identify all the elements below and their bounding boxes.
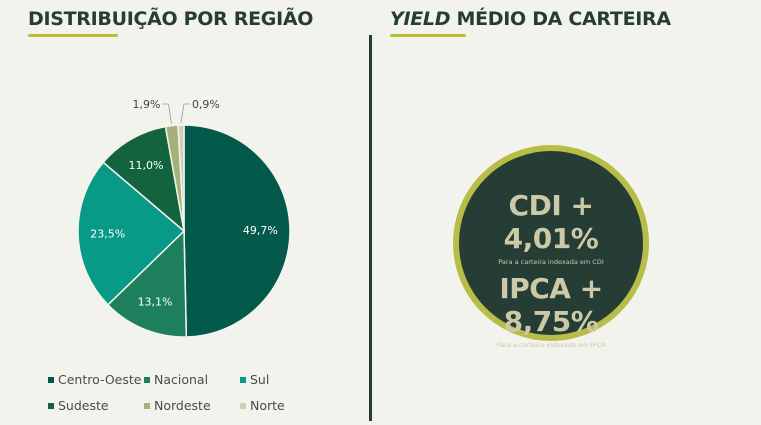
pie-slice-sudeste (102, 125, 186, 233)
pie-slice-nacional (106, 229, 188, 338)
legend-swatch (240, 402, 246, 409)
cdi-yield: CDI + 4,01% (503, 189, 599, 255)
title-rest: MÉDIO DA CARTEIRA (450, 8, 672, 30)
slice-label: 0,9% (192, 98, 220, 111)
slice-label: 23,5% (90, 228, 125, 241)
legend-item: Nordeste (144, 398, 240, 413)
slice-label: 11,0% (129, 159, 164, 172)
legend-label: Norte (250, 398, 285, 413)
legend-item: Nacional (144, 372, 240, 387)
legend-item: Norte (240, 398, 330, 413)
pie-slice-norte (177, 124, 185, 232)
legend-swatch (48, 376, 54, 383)
slice-label: 13,1% (138, 296, 173, 309)
right-title-underline (390, 34, 466, 37)
cdi-caption: Para a carteira indexada em CDI (498, 258, 604, 266)
leader-line (162, 103, 172, 124)
legend-label: Sul (250, 372, 270, 387)
title-italic: YIELD (390, 8, 451, 30)
ipca-caption: Para a carteira indexada em IPCA (496, 341, 606, 349)
legend-label: Centro-Oeste (58, 372, 142, 387)
yield-circle: CDI + 4,01% Para a carteira indexada em … (453, 145, 649, 349)
left-title-underline (28, 34, 118, 37)
legend-swatch (144, 402, 150, 409)
legend: Centro-Oeste Nacional Sul Sudeste Nordeste No… (48, 372, 330, 413)
left-title: DISTRIBUIÇÃO POR REGIÃO (28, 8, 314, 30)
pie-chart: 49,7% 13,1% 23,5% 11,0% 1,9% 0,9% (77, 98, 291, 338)
slice-label: 49,7% (243, 224, 278, 237)
legend-swatch (48, 402, 54, 409)
divider (369, 35, 372, 421)
legend-label: Nacional (154, 372, 209, 387)
right-title: YIELD MÉDIO DA CARTEIRA (390, 8, 671, 30)
ipca-yield: IPCA + 8,75% (499, 272, 603, 338)
legend-swatch (240, 376, 246, 383)
leader-line (180, 103, 190, 124)
pie-slice-sul (77, 161, 186, 306)
legend-item: Sul (240, 372, 330, 387)
legend-item: Sudeste (48, 398, 144, 413)
legend-label: Nordeste (154, 398, 211, 413)
slice-label: 1,9% (133, 98, 161, 111)
legend-swatch (144, 376, 150, 383)
legend-item: Centro-Oeste (48, 372, 144, 387)
pie-slice-centro-oeste (183, 124, 291, 338)
legend-label: Sudeste (58, 398, 109, 413)
